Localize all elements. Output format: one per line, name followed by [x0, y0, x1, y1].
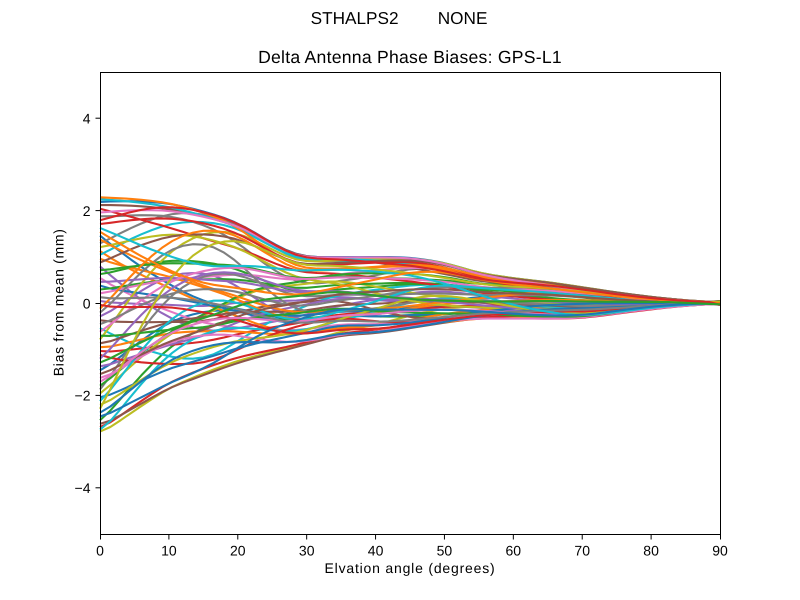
svg-text:NONE: NONE [438, 8, 488, 28]
svg-text:80: 80 [643, 542, 659, 558]
svg-text:50: 50 [437, 542, 453, 558]
svg-text:60: 60 [506, 542, 522, 558]
svg-text:−2: −2 [75, 388, 91, 404]
svg-text:STHALPS2: STHALPS2 [311, 8, 399, 28]
svg-text:0: 0 [96, 542, 104, 558]
svg-text:40: 40 [368, 542, 384, 558]
svg-text:2: 2 [83, 203, 91, 219]
svg-text:Delta Antenna Phase Biases: GP: Delta Antenna Phase Biases: GPS-L1 [258, 47, 562, 67]
svg-text:30: 30 [299, 542, 315, 558]
svg-text:10: 10 [161, 542, 177, 558]
svg-text:4: 4 [83, 111, 91, 127]
svg-text:90: 90 [712, 542, 728, 558]
svg-text:Bias from mean (mm): Bias from mean (mm) [51, 228, 67, 376]
svg-text:20: 20 [230, 542, 246, 558]
svg-text:−4: −4 [75, 480, 91, 496]
svg-text:0: 0 [83, 295, 91, 311]
svg-text:Elvation angle (degrees): Elvation angle (degrees) [325, 560, 496, 576]
svg-text:70: 70 [574, 542, 590, 558]
